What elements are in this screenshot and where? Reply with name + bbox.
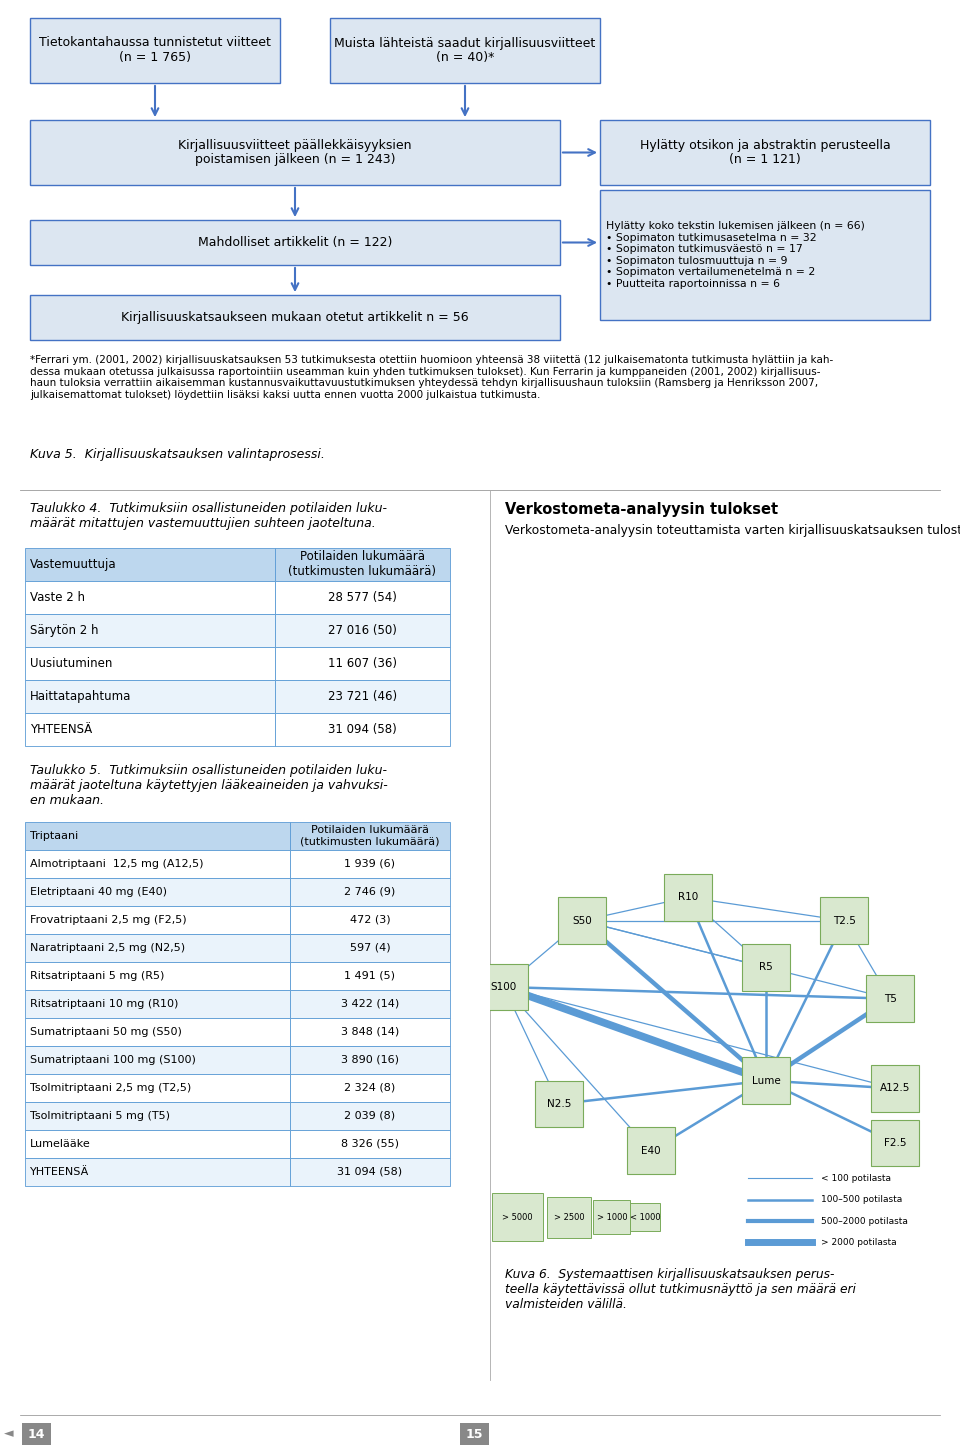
Text: < 100 potilasta: < 100 potilasta [821, 1174, 891, 1182]
Text: 2 039 (8): 2 039 (8) [345, 1111, 396, 1121]
Bar [275, 548, 450, 582]
Text: Vastemuuttuja: Vastemuuttuja [30, 559, 116, 572]
Text: Frovatriptaani 2,5 mg (F2,5): Frovatriptaani 2,5 mg (F2,5) [30, 915, 186, 925]
Text: Taulukko 5.  Tutkimuksiin osallistuneiden potilaiden luku-
määrät jaoteltuna käy: Taulukko 5. Tutkimuksiin osallistuneiden… [30, 764, 388, 807]
Text: Triptaani: Triptaani [30, 831, 79, 841]
Bar [275, 614, 450, 647]
Text: 28 577 (54): 28 577 (54) [328, 590, 396, 603]
Text: 2 324 (8): 2 324 (8) [345, 1082, 396, 1092]
Text: Kuva 5.  Kirjallisuuskatsauksen valintaprosessi.: Kuva 5. Kirjallisuuskatsauksen valintapr… [30, 449, 324, 462]
Bar [25, 1046, 290, 1074]
Text: 3 848 (14): 3 848 (14) [341, 1027, 399, 1037]
Text: Almotriptaani  12,5 mg (A12,5): Almotriptaani 12,5 mg (A12,5) [30, 860, 204, 870]
Text: S50: S50 [572, 916, 592, 926]
FancyBboxPatch shape [480, 964, 528, 1010]
FancyBboxPatch shape [558, 897, 606, 943]
Bar [290, 1103, 450, 1130]
Bar [25, 1074, 290, 1103]
Bar [600, 190, 930, 320]
Text: Kirjallisuusviitteet päällekkäisyyksien
poistamisen jälkeen (n = 1 243): Kirjallisuusviitteet päällekkäisyyksien … [179, 139, 412, 166]
Bar [275, 713, 450, 747]
Text: Haittatapahtuma: Haittatapahtuma [30, 690, 132, 703]
Bar [290, 849, 450, 878]
Bar [25, 933, 290, 962]
Text: Kirjallisuuskatsaukseen mukaan otetut artikkelit n = 56: Kirjallisuuskatsaukseen mukaan otetut ar… [121, 311, 468, 324]
Text: 23 721 (46): 23 721 (46) [328, 690, 397, 703]
Text: Mahdolliset artikkelit (n = 122): Mahdolliset artikkelit (n = 122) [198, 236, 393, 249]
Bar [25, 713, 275, 747]
Bar [330, 17, 600, 82]
Bar [290, 822, 450, 849]
Bar [275, 647, 450, 680]
Text: YHTEENSÄ: YHTEENSÄ [30, 724, 92, 737]
Text: Ritsatriptaani 10 mg (R10): Ritsatriptaani 10 mg (R10) [30, 998, 179, 1009]
FancyBboxPatch shape [631, 1202, 660, 1231]
Text: R5: R5 [759, 962, 773, 972]
Text: A12.5: A12.5 [879, 1084, 910, 1094]
Bar [25, 1158, 290, 1187]
Text: Verkostometa-analyysin tulokset: Verkostometa-analyysin tulokset [505, 502, 779, 517]
Bar [290, 1046, 450, 1074]
Bar [290, 878, 450, 906]
Bar [25, 1103, 290, 1130]
Text: F2.5: F2.5 [883, 1137, 906, 1147]
FancyBboxPatch shape [627, 1127, 675, 1174]
Text: < 1000: < 1000 [630, 1213, 660, 1221]
Text: Hylätty koko tekstin lukemisen jälkeen (n = 66)
• Sopimaton tutkimusasetelma n =: Hylätty koko tekstin lukemisen jälkeen (… [606, 221, 865, 289]
FancyBboxPatch shape [820, 897, 869, 943]
FancyBboxPatch shape [871, 1065, 919, 1111]
Bar [275, 680, 450, 713]
Text: E40: E40 [641, 1146, 660, 1156]
Text: Eletriptaani 40 mg (E40): Eletriptaani 40 mg (E40) [30, 887, 167, 897]
Text: 100–500 potilasta: 100–500 potilasta [821, 1195, 902, 1204]
Text: R10: R10 [678, 893, 698, 903]
Bar [600, 120, 930, 185]
Bar [290, 1130, 450, 1158]
Text: 597 (4): 597 (4) [349, 943, 391, 954]
Text: ◄: ◄ [5, 1428, 14, 1441]
Bar [30, 295, 560, 340]
Text: 472 (3): 472 (3) [349, 915, 391, 925]
Text: T2.5: T2.5 [832, 916, 855, 926]
Bar [25, 990, 290, 1019]
FancyBboxPatch shape [593, 1200, 631, 1234]
Bar [460, 1422, 489, 1446]
Text: S100: S100 [491, 983, 516, 993]
Text: *Ferrari ym. (2001, 2002) kirjallisuuskatsauksen 53 tutkimuksesta otettiin huomi: *Ferrari ym. (2001, 2002) kirjallisuuska… [30, 355, 833, 399]
Bar [25, 849, 290, 878]
Text: Potilaiden lukumäärä
(tutkimusten lukumäärä): Potilaiden lukumäärä (tutkimusten lukumä… [300, 825, 440, 846]
Text: 3 422 (14): 3 422 (14) [341, 998, 399, 1009]
Text: 11 607 (36): 11 607 (36) [328, 657, 397, 670]
Bar [30, 17, 280, 82]
Bar [290, 990, 450, 1019]
Text: Sumatriptaani 50 mg (S50): Sumatriptaani 50 mg (S50) [30, 1027, 181, 1037]
Bar [290, 1019, 450, 1046]
Text: Lumelääke: Lumelääke [30, 1139, 91, 1149]
Text: YHTEENSÄ: YHTEENSÄ [30, 1166, 89, 1176]
Bar [25, 582, 275, 614]
Text: N2.5: N2.5 [547, 1100, 571, 1108]
Bar [30, 220, 560, 265]
Text: 1 491 (5): 1 491 (5) [345, 971, 396, 981]
FancyBboxPatch shape [663, 874, 712, 920]
Text: > 2500: > 2500 [554, 1213, 585, 1221]
FancyBboxPatch shape [871, 1120, 919, 1166]
Text: Tsolmitriptaani 5 mg (T5): Tsolmitriptaani 5 mg (T5) [30, 1111, 170, 1121]
FancyBboxPatch shape [866, 975, 914, 1022]
Bar [25, 1130, 290, 1158]
Text: Tsolmitriptaani 2,5 mg (T2,5): Tsolmitriptaani 2,5 mg (T2,5) [30, 1082, 191, 1092]
Bar [290, 906, 450, 933]
Text: Ritsatriptaani 5 mg (R5): Ritsatriptaani 5 mg (R5) [30, 971, 164, 981]
Bar [290, 962, 450, 990]
Text: Naratriptaani 2,5 mg (N2,5): Naratriptaani 2,5 mg (N2,5) [30, 943, 185, 954]
Text: 14: 14 [28, 1428, 45, 1441]
Text: 500–2000 potilasta: 500–2000 potilasta [821, 1217, 908, 1226]
Text: > 5000: > 5000 [502, 1213, 533, 1221]
Text: Taulukko 4.  Tutkimuksiin osallistuneiden potilaiden luku-
määrät mitattujen vas: Taulukko 4. Tutkimuksiin osallistuneiden… [30, 502, 387, 530]
Bar [290, 1074, 450, 1103]
FancyBboxPatch shape [547, 1197, 591, 1237]
Text: Verkostometa-analyysin toteuttamista varten kirjallisuuskatsauksen tulosten luot: Verkostometa-analyysin toteuttamista var… [505, 524, 960, 537]
Text: 31 094 (58): 31 094 (58) [337, 1166, 402, 1176]
Bar [22, 1422, 51, 1446]
FancyBboxPatch shape [492, 1192, 543, 1242]
